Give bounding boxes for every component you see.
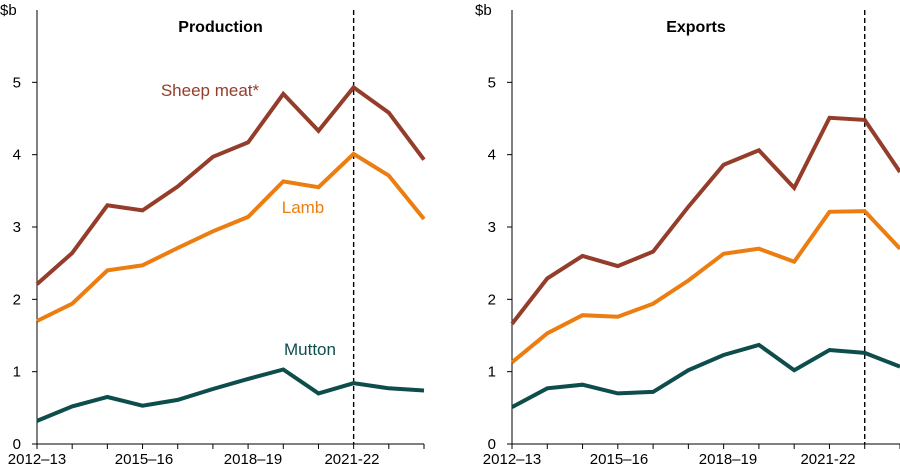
y-tick-label: 1 [488,364,496,381]
series-line-mutton [36,367,425,423]
chart-panel-production: 0 1 2 3 4 5 $b 2012–13 2015–16 2018–19 2021-22 Prod… [0,2,426,468]
x-tick-label: 2015–16 [115,451,173,468]
y-tick-label: 4 [13,147,21,164]
series-label-mutton: Mutton [284,340,336,359]
y-tick-label: 3 [488,219,496,236]
series-label-lamb: Lamb [282,198,325,217]
series-line-sheep-meat [35,84,426,286]
series-line-lamb [510,209,900,364]
panel-title: Production [178,19,262,36]
y-tick-label: 2 [13,291,21,308]
series-line-sheep-meat [510,115,900,326]
x-tick-label: 2015–16 [590,451,648,468]
y-axis-unit-label: $b [0,2,17,19]
x-tick-label: 2012–13 [483,451,541,468]
y-tick-label: 5 [13,74,21,91]
y-tick-label: 2 [488,291,496,308]
x-tick-label: 2021-22 [800,451,855,468]
x-tick-label: 2012–13 [8,451,66,468]
y-tick-label: 0 [13,436,21,453]
series-line-lamb [36,151,426,323]
y-tick-label: 3 [13,219,21,236]
y-axis-unit-label: $b [475,2,492,19]
x-tick-label: 2018–19 [224,451,282,468]
series-label-sheep-meat: Sheep meat* [161,81,260,100]
panel-title: Exports [666,19,726,36]
y-tick-label: 0 [488,436,496,453]
y-tick-label: 1 [13,364,21,381]
series-line-mutton [511,342,900,409]
x-tick-label: 2021-22 [324,451,379,468]
y-tick-label: 4 [488,147,496,164]
x-tick-label: 2018–19 [699,451,757,468]
y-tick-label: 5 [488,74,496,91]
chart-panel-exports: 0 1 2 3 4 5 $b 2012–13 2015–16 2018–19 2021-22 Expo… [475,2,900,468]
